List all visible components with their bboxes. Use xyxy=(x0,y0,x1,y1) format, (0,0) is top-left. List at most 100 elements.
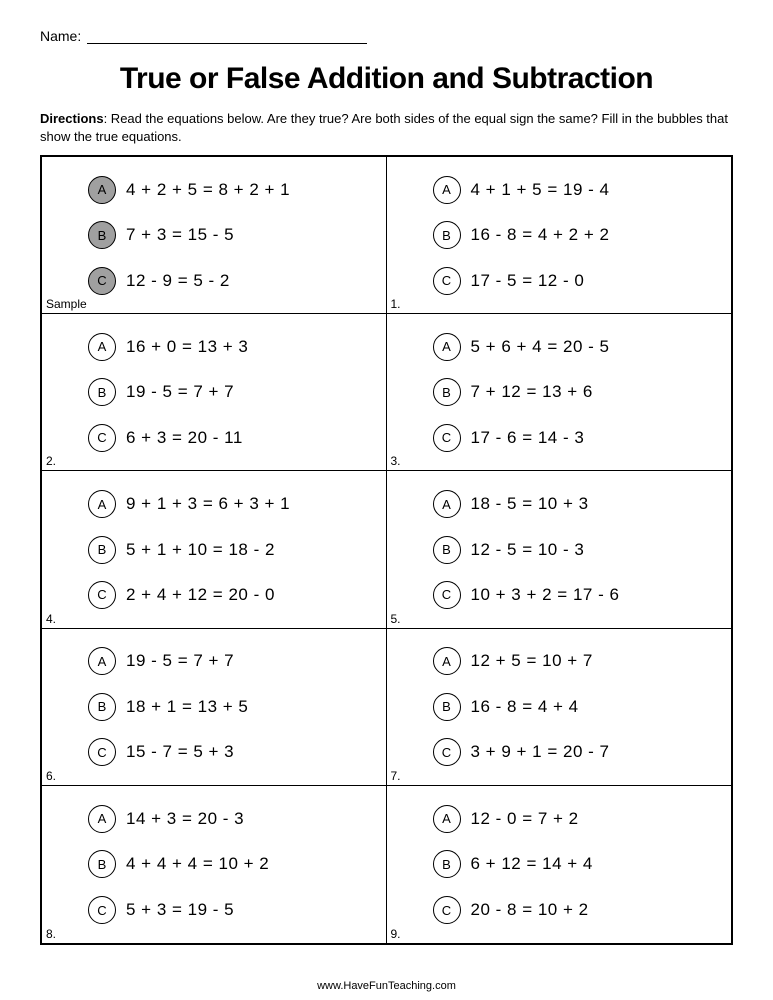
equation-text: 2 + 4 + 12 = 20 - 0 xyxy=(126,585,275,605)
answer-bubble[interactable]: C xyxy=(88,738,116,766)
footer-credit: www.HaveFunTeaching.com xyxy=(0,980,773,992)
equation-text: 7 + 3 = 15 - 5 xyxy=(126,225,234,245)
answer-bubble[interactable]: B xyxy=(88,378,116,406)
worksheet-grid: A 4 + 2 + 5 = 8 + 2 + 1 B 7 + 3 = 15 - 5 C 12… xyxy=(40,155,733,945)
answer-row: A 4 + 2 + 5 = 8 + 2 + 1 xyxy=(88,176,378,204)
question-cell: A14 + 3 = 20 - 3 B4 + 4 + 4 = 10 + 2 C 5 + … xyxy=(42,786,387,943)
answer-bubble[interactable]: B xyxy=(88,221,116,249)
answer-row: A14 + 3 = 20 - 3 xyxy=(88,805,378,833)
directions-text: : Read the equations below. Are they tru… xyxy=(40,111,728,144)
cell-number-label: 6. xyxy=(46,769,56,783)
question-cell: A 18 - 5 = 10 + 3 B 12 - 5 = 10 - 3 C 10 + 3 … xyxy=(387,471,732,628)
equation-text: 18 - 5 = 10 + 3 xyxy=(471,494,589,514)
answer-bubble[interactable]: B xyxy=(88,693,116,721)
equation-text: 16 + 0 = 13 + 3 xyxy=(126,337,248,357)
answer-bubble[interactable]: C xyxy=(88,267,116,295)
answer-row: C 10 + 3 + 2 = 17 - 6 xyxy=(433,581,724,609)
answer-row: A 5 + 6 + 4 = 20 - 5 xyxy=(433,333,724,361)
equation-text: 7 + 12 = 13 + 6 xyxy=(471,382,593,402)
answer-row: A 18 - 5 = 10 + 3 xyxy=(433,490,724,518)
answer-bubble[interactable]: B xyxy=(433,378,461,406)
answer-bubble[interactable]: C xyxy=(433,424,461,452)
answer-bubble[interactable]: A xyxy=(433,490,461,518)
answer-row: B 7 + 12 = 13 + 6 xyxy=(433,378,724,406)
cell-number-label: 5. xyxy=(391,612,401,626)
equation-text: 19 - 5 = 7 + 7 xyxy=(126,651,234,671)
name-label: Name: xyxy=(40,28,81,44)
answer-bubble[interactable]: C xyxy=(88,896,116,924)
answer-row: B 5 + 1 + 10 = 18 - 2 xyxy=(88,536,378,564)
answer-bubble[interactable]: A xyxy=(88,490,116,518)
equation-text: 5 + 6 + 4 = 20 - 5 xyxy=(471,337,610,357)
equation-text: 12 - 9 = 5 - 2 xyxy=(126,271,230,291)
question-cell: A 12 + 5 = 10 + 7 B 16 - 8 = 4 + 4 C 3 + 9 + … xyxy=(387,629,732,786)
equation-text: 12 - 5 = 10 - 3 xyxy=(471,540,585,560)
equation-text: 16 - 8 = 4 + 4 xyxy=(471,697,579,717)
page-title: True or False Addition and Subtraction xyxy=(40,62,733,96)
cell-number-label: Sample xyxy=(46,297,87,311)
question-cell: A 4 + 2 + 5 = 8 + 2 + 1 B 7 + 3 = 15 - 5 C 12… xyxy=(42,157,387,314)
name-blank-line[interactable] xyxy=(87,30,367,44)
cell-number-label: 1. xyxy=(391,297,401,311)
answer-bubble[interactable]: C xyxy=(88,424,116,452)
directions-label: Directions xyxy=(40,111,104,126)
equation-text: 17 - 6 = 14 - 3 xyxy=(471,428,585,448)
answer-row: A 16 + 0 = 13 + 3 xyxy=(88,333,378,361)
equation-text: 10 + 3 + 2 = 17 - 6 xyxy=(471,585,620,605)
answer-row: C17 - 5 = 12 - 0 xyxy=(433,267,724,295)
cell-number-label: 7. xyxy=(391,769,401,783)
answer-bubble[interactable]: B xyxy=(433,693,461,721)
answer-row: C 20 - 8 = 10 + 2 xyxy=(433,896,724,924)
answer-bubble[interactable]: B xyxy=(433,536,461,564)
answer-row: B 18 + 1 = 13 + 5 xyxy=(88,693,378,721)
equation-text: 5 + 1 + 10 = 18 - 2 xyxy=(126,540,275,560)
answer-bubble[interactable]: C xyxy=(433,738,461,766)
equation-text: 16 - 8 = 4 + 2 + 2 xyxy=(471,225,610,245)
equation-text: 18 + 1 = 13 + 5 xyxy=(126,697,248,717)
answer-row: C 5 + 3 = 19 - 5 xyxy=(88,896,378,924)
equation-text: 12 + 5 = 10 + 7 xyxy=(471,651,593,671)
answer-bubble[interactable]: A xyxy=(88,333,116,361)
answer-bubble[interactable]: A xyxy=(88,647,116,675)
equation-text: 4 + 2 + 5 = 8 + 2 + 1 xyxy=(126,180,290,200)
equation-text: 6 + 12 = 14 + 4 xyxy=(471,854,593,874)
name-field: Name: xyxy=(40,28,733,44)
equation-text: 6 + 3 = 20 - 11 xyxy=(126,428,243,448)
answer-row: C 15 - 7 = 5 + 3 xyxy=(88,738,378,766)
equation-text: 4 + 1 + 5 = 19 - 4 xyxy=(471,180,610,200)
answer-row: B 7 + 3 = 15 - 5 xyxy=(88,221,378,249)
equation-text: 19 - 5 = 7 + 7 xyxy=(126,382,234,402)
answer-row: A 19 - 5 = 7 + 7 xyxy=(88,647,378,675)
answer-bubble[interactable]: B xyxy=(433,221,461,249)
answer-row: A 4 + 1 + 5 = 19 - 4 xyxy=(433,176,724,204)
equation-text: 3 + 9 + 1 = 20 - 7 xyxy=(471,742,610,762)
answer-bubble[interactable]: B xyxy=(433,850,461,878)
answer-row: B 12 - 5 = 10 - 3 xyxy=(433,536,724,564)
question-cell: A 16 + 0 = 13 + 3 B 19 - 5 = 7 + 7 C 6 + 3 = … xyxy=(42,314,387,471)
answer-row: A 12 + 5 = 10 + 7 xyxy=(433,647,724,675)
question-cell: A 5 + 6 + 4 = 20 - 5 B 7 + 12 = 13 + 6 C 17 -… xyxy=(387,314,732,471)
answer-bubble[interactable]: A xyxy=(88,176,116,204)
answer-row: B4 + 4 + 4 = 10 + 2 xyxy=(88,850,378,878)
answer-row: B 16 - 8 = 4 + 2 + 2 xyxy=(433,221,724,249)
answer-row: C 6 + 3 = 20 - 11 xyxy=(88,424,378,452)
answer-row: C 17 - 6 = 14 - 3 xyxy=(433,424,724,452)
answer-bubble[interactable]: A xyxy=(88,805,116,833)
question-cell: A 19 - 5 = 7 + 7 B 18 + 1 = 13 + 5 C 15 - 7 =… xyxy=(42,629,387,786)
answer-bubble[interactable]: B xyxy=(88,536,116,564)
cell-number-label: 8. xyxy=(46,927,56,941)
answer-bubble[interactable]: C xyxy=(433,267,461,295)
equation-text: 20 - 8 = 10 + 2 xyxy=(471,900,589,920)
equation-text: 5 + 3 = 19 - 5 xyxy=(126,900,234,920)
equation-text: 15 - 7 = 5 + 3 xyxy=(126,742,234,762)
answer-row: A9 + 1 + 3 = 6 + 3 + 1 xyxy=(88,490,378,518)
answer-bubble[interactable]: A xyxy=(433,176,461,204)
answer-bubble[interactable]: C xyxy=(433,581,461,609)
answer-bubble[interactable]: A xyxy=(433,333,461,361)
answer-bubble[interactable]: A xyxy=(433,647,461,675)
answer-bubble[interactable]: B xyxy=(88,850,116,878)
answer-bubble[interactable]: A xyxy=(433,805,461,833)
answer-bubble[interactable]: C xyxy=(433,896,461,924)
answer-row: B 6 + 12 = 14 + 4 xyxy=(433,850,724,878)
answer-bubble[interactable]: C xyxy=(88,581,116,609)
